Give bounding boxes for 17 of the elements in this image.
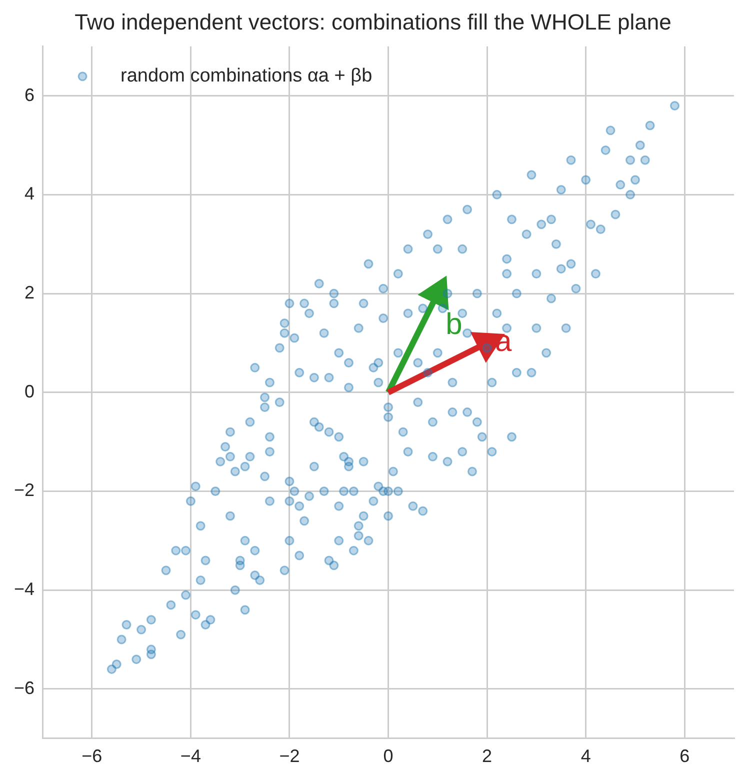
annotation: b xyxy=(446,308,462,341)
y-tick-label: 6 xyxy=(24,84,35,105)
x-tick-label: 0 xyxy=(383,746,394,766)
y-tick-label: 4 xyxy=(24,184,35,204)
x-tick-label: 4 xyxy=(580,746,591,766)
y-tick-label: 2 xyxy=(24,282,35,303)
y-tick-label: −4 xyxy=(14,579,35,600)
x-tick-label: −6 xyxy=(82,746,102,766)
x-tick-label: 2 xyxy=(482,746,492,766)
chart-title: Two independent vectors: combinations fill the WHOLE plane xyxy=(74,9,672,34)
legend-label: random combinations αa + βb xyxy=(120,66,372,87)
y-tick-label: 0 xyxy=(24,381,35,402)
x-tick-label: 6 xyxy=(680,746,690,766)
y-tick-label: −6 xyxy=(14,678,35,698)
x-tick-label: −4 xyxy=(180,746,201,766)
x-tick-label: −2 xyxy=(279,746,300,766)
y-tick-label: −2 xyxy=(14,480,35,500)
